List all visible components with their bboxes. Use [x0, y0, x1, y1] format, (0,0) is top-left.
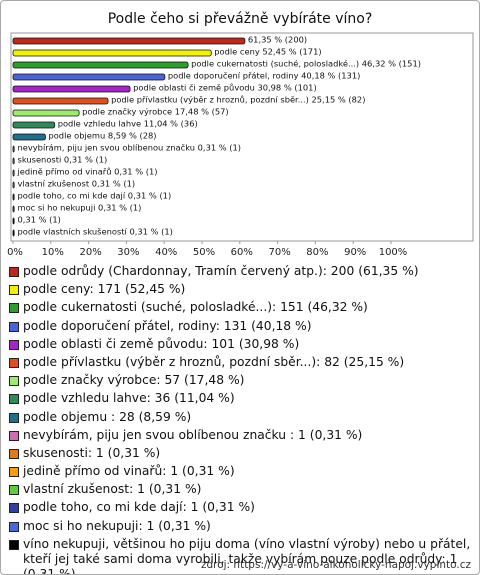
legend-item: podle toho, co mi kde dají: 1 (0,31 %) [9, 500, 473, 515]
bar [12, 217, 15, 225]
bar [12, 109, 80, 117]
legend-label: podle vzhledu lahve: 36 (11,04 %) [23, 391, 235, 406]
data-label: 61,35 % (200) [248, 35, 307, 45]
data-label: podle objemu 8,59 % (28) [48, 131, 156, 141]
legend-item: vlastní zkušenost: 1 (0,31 %) [9, 482, 473, 497]
x-tick-label: 60% [231, 247, 253, 258]
legend-item: podle doporučení přátel, rodiny: 131 (40… [9, 319, 473, 334]
legend-item: podle odrůdy (Chardonnay, Tramín červený… [9, 264, 473, 279]
bar [12, 157, 15, 165]
legend-item: podle značky výrobce: 57 (17,48 %) [9, 373, 473, 388]
x-tick-label: 40% [155, 247, 177, 258]
x-tick-label: 0% [7, 247, 23, 258]
data-label: skusenosti 0,31 % (1) [18, 155, 108, 165]
legend-swatch [9, 539, 19, 550]
legend-label: jedině přímo od vinařů: 1 (0,31 %) [23, 464, 235, 479]
legend-swatch [9, 430, 19, 441]
data-label: vlastní zkušenost 0,31 % (1) [18, 179, 136, 189]
legend-item: podle přívlastku (výběr z hroznů, pozdní… [9, 355, 473, 370]
bar [12, 169, 15, 177]
legend-label: víno nekupuji, většinou ho piju doma (ví… [23, 536, 471, 575]
data-label: podle vlastních skušeností 0,31 % (1) [18, 227, 173, 237]
legend-label: podle oblasti či země původu: 101 (30,98… [23, 336, 300, 351]
legend-swatch [9, 412, 19, 423]
bar [12, 49, 212, 57]
legend-swatch [9, 339, 19, 350]
legend-label: podle cukernatosti (suché, polosladké...… [23, 300, 368, 315]
bar [12, 37, 246, 45]
x-tick-label: 50% [193, 247, 215, 258]
legend-label: podle doporučení přátel, rodiny: 131 (40… [23, 318, 312, 333]
data-label: podle oblasti či země původu 30,98 % (10… [133, 83, 317, 93]
data-label: podle cukernatosti (suché, polosladké...… [191, 59, 421, 69]
x-tick-label: 70% [268, 247, 290, 258]
bar [12, 181, 15, 189]
legend-item: podle cukernatosti (suché, polosladké...… [9, 300, 473, 315]
bar [12, 73, 166, 81]
bar [12, 97, 109, 105]
bar [12, 85, 131, 93]
legend-swatch [9, 321, 19, 332]
bar [12, 145, 15, 153]
data-label: podle ceny 52,45 % (171) [214, 47, 321, 57]
bar [12, 121, 56, 129]
legend-item: moc si ho nekupuji: 1 (0,31 %) [9, 519, 473, 534]
data-label: podle doporučení přátel, rodiny 40,18 % … [168, 71, 360, 81]
legend-swatch [9, 485, 19, 496]
legend-label: podle přívlastku (výběr z hroznů, pozdní… [23, 354, 405, 369]
legend-swatch [9, 503, 19, 514]
data-label: moc si ho nekupuji 0,31 % (1) [18, 203, 142, 213]
legend-item: jedině přímo od vinařů: 1 (0,31 %) [9, 464, 473, 479]
bar [12, 133, 46, 141]
legend-item: víno nekupuji, většinou ho piju doma (ví… [9, 536, 473, 575]
legend-label: skusenosti: 1 (0,31 %) [23, 445, 161, 460]
legend: podle odrůdy (Chardonnay, Tramín červený… [9, 264, 473, 575]
legend-swatch [9, 303, 19, 314]
legend-swatch [9, 521, 19, 532]
legend-item: podle objemu : 28 (8,59 %) [9, 410, 473, 425]
legend-item: podle vzhledu lahve: 36 (11,04 %) [9, 391, 473, 406]
data-label: podle přívlastku (výběr z hroznů, pozdní… [111, 95, 365, 105]
data-label: nevybírám, piju jen svou oblíbenou značk… [18, 143, 242, 153]
legend-item: skusenosti: 1 (0,31 %) [9, 446, 473, 461]
data-label: podle značky výrobce 17,48 % (57) [82, 107, 229, 117]
bar [12, 205, 15, 213]
legend-label: podle značky výrobce: 57 (17,48 %) [23, 373, 245, 388]
legend-label: podle toho, co mi kde dají: 1 (0,31 %) [23, 500, 255, 515]
legend-swatch [9, 376, 19, 387]
legend-label: podle objemu : 28 (8,59 %) [23, 409, 192, 424]
x-tick-label: 100% [379, 247, 408, 258]
legend-item: podle oblasti či země původu: 101 (30,98… [9, 337, 473, 352]
data-label: podle vzhledu lahve 11,04 % (36) [58, 119, 198, 129]
legend-swatch [9, 267, 19, 277]
chart-title: Podle čeho si převážně vybíráte víno? [108, 11, 373, 27]
legend-label: podle ceny: 171 (52,45 %) [23, 282, 186, 297]
data-label: 0,31 % (1) [18, 215, 61, 225]
legend-item: podle ceny: 171 (52,45 %) [9, 282, 473, 297]
legend-label: moc si ho nekupuji: 1 (0,31 %) [23, 518, 211, 533]
legend-item: nevybírám, piju jen svou oblíbenou značk… [9, 428, 473, 443]
legend-swatch [9, 448, 19, 459]
legend-label: vlastní zkušenost: 1 (0,31 %) [23, 482, 202, 497]
chart: Podle čeho si převážně vybíráte víno? 0%… [7, 11, 474, 258]
x-tick-label: 90% [344, 247, 366, 258]
legend-label: podle odrůdy (Chardonnay, Tramín červený… [23, 264, 419, 278]
legend-swatch [9, 467, 19, 478]
bar [12, 229, 15, 237]
data-label: jedině přímo od vinařů 0,31 % (1) [17, 167, 158, 177]
x-tick-label: 80% [306, 247, 328, 258]
bar [12, 193, 15, 201]
bar [12, 61, 189, 69]
legend-label: nevybírám, piju jen svou oblíbenou značk… [23, 427, 363, 442]
source: zdroj: https://vy-a-vino-alkoholicky-nap… [200, 559, 471, 571]
x-tick-label: 20% [79, 247, 101, 258]
legend-swatch [9, 357, 19, 368]
legend-swatch [9, 394, 19, 405]
data-label: podle toho, co mi kde dají 0,31 % (1) [18, 191, 172, 201]
x-tick-label: 30% [117, 247, 139, 258]
x-tick-label: 10% [42, 247, 64, 258]
legend-swatch [9, 285, 19, 296]
